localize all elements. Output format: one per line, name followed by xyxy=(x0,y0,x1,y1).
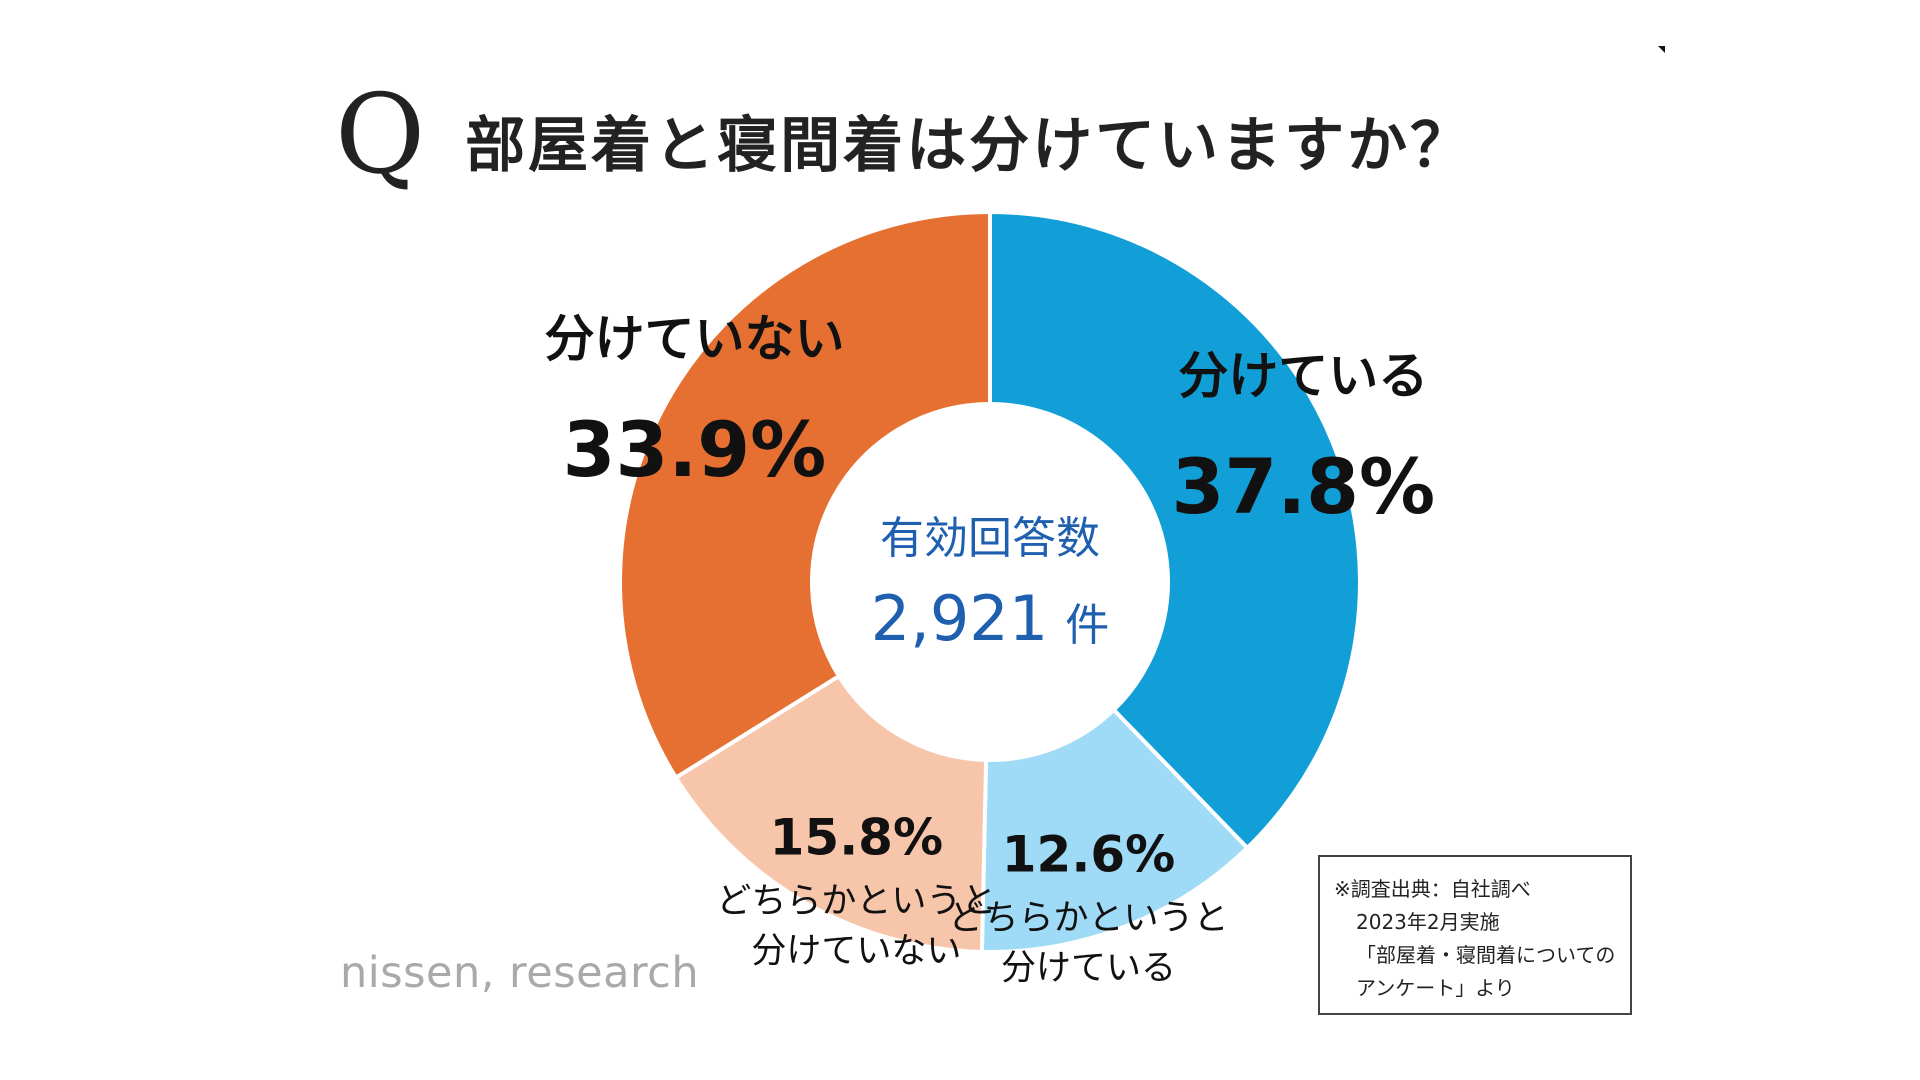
slice-value-2: 15.8% xyxy=(770,809,943,867)
slice-name-3: 分けていない xyxy=(544,310,844,368)
slice-name-1-line-1: 分けている xyxy=(1001,948,1176,988)
slice-value-0: 37.8% xyxy=(1171,442,1435,531)
slice-value-1: 12.6% xyxy=(1002,825,1175,883)
donut-slice-2 xyxy=(673,673,989,954)
center-label: 有効回答数 xyxy=(880,513,1100,564)
slice-name-2-line-1: 分けていない xyxy=(751,932,961,972)
slice-name-0: 分けている xyxy=(1178,347,1428,405)
title-text: 部屋着と寝間着は分けていますか？ xyxy=(465,110,1474,181)
donut-slice-0 xyxy=(988,209,1362,851)
source-note: ※調査出典：自社調べ 2023年2月実施 「部屋着・寝間着についての アンケート… xyxy=(1318,855,1632,1015)
slice-value-3: 33.9% xyxy=(563,405,827,494)
center-value: 2,921 件 xyxy=(871,582,1110,655)
slice-name-2-line-0: どちらかというと xyxy=(716,882,996,922)
q-mark: Q xyxy=(335,70,426,198)
source-line-2: 2023年2月実施 xyxy=(1356,910,1500,934)
slice-name-1-line-0: どちらかというと xyxy=(949,898,1229,938)
chart-title: Q 部屋着と寝間着は分けていますか？ xyxy=(335,70,1474,200)
source-line-4: アンケート」より xyxy=(1356,976,1515,1000)
source-line-1: ※調査出典：自社調べ xyxy=(1334,877,1531,901)
corner-mark xyxy=(1658,46,1665,53)
center-value-unit: 件 xyxy=(1065,600,1109,651)
source-line-3: 「部屋着・寝間着についての xyxy=(1356,943,1616,967)
donut-slice-3 xyxy=(618,209,992,781)
nissen-research-logo: nissen, research xyxy=(340,948,700,998)
donut-slice-1 xyxy=(979,707,1251,954)
center-value-number: 2,921 xyxy=(871,582,1049,655)
slice-label-0: 分けている 37.8% xyxy=(1171,347,1435,531)
slice-label-3: 分けていない 33.9% xyxy=(544,310,844,494)
